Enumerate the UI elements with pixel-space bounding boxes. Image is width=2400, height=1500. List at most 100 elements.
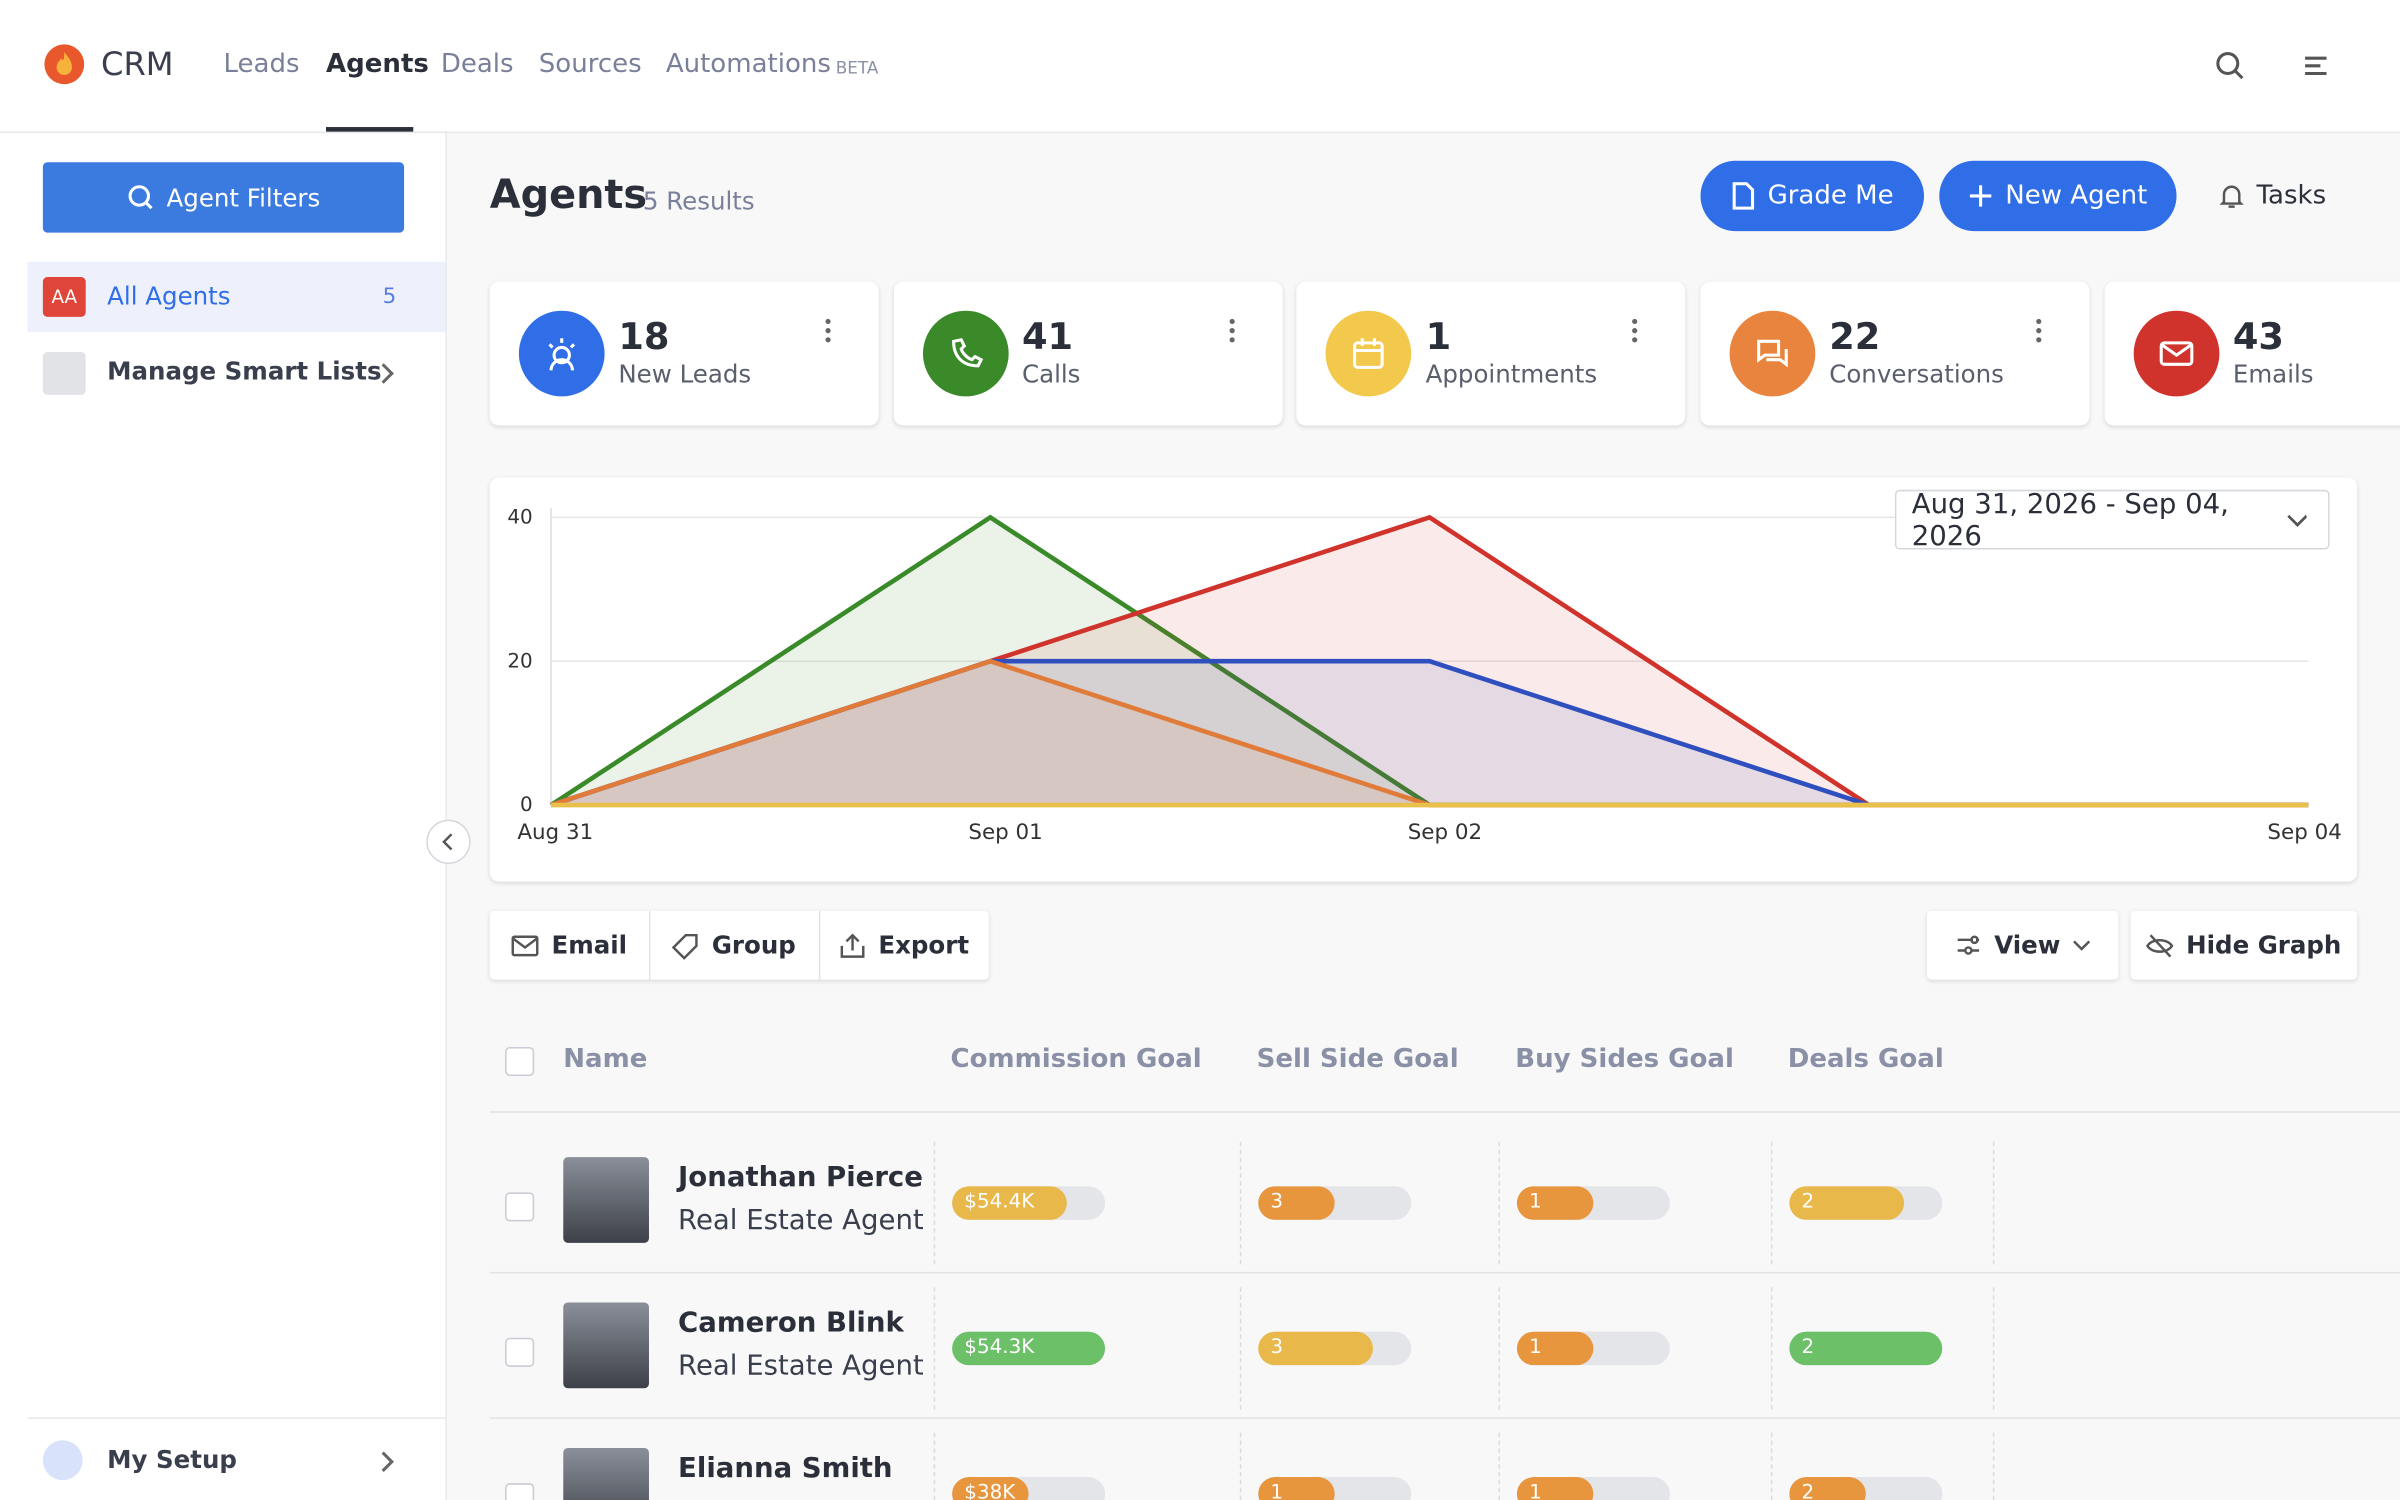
row-checkbox[interactable] [505,1192,535,1222]
stat-icon [1729,310,1816,397]
row-checkbox[interactable] [505,1337,535,1367]
collapse-button[interactable] [426,819,472,865]
toolbar-button[interactable]: Group [649,911,819,980]
chevron [2287,514,2307,527]
stat-value: 1 [1425,315,1452,359]
icon [512,934,539,956]
chart: 0 20 40 Aug 31 Sep 01 Sep 02 Sep 04 [507,505,2341,845]
cell-separator [1239,1141,1242,1265]
row-divider [489,1271,2400,1274]
area-fill [551,517,2309,806]
setup-icon [42,1440,83,1481]
more-menu[interactable] [825,318,831,352]
nav-link[interactable]: Deals [440,48,514,80]
label: View [1994,930,2061,960]
progress-label: 1 [1529,1190,1542,1214]
progress-label: $38K [964,1481,1016,1500]
progress-track: 1 [1516,1186,1670,1220]
logo [44,44,85,85]
toolbar-button[interactable]: Email [490,911,649,980]
progress-bar [1258,1477,1335,1500]
nav-link[interactable]: Agents [326,48,429,80]
progress-track: $54.3K [952,1331,1106,1366]
agent-name[interactable]: Cameron Blink [678,1307,904,1340]
cell-separator [933,1141,936,1265]
agent-filters-button[interactable]: Agent Filters [42,162,405,233]
cell-separator [1498,1141,1500,1265]
list-label[interactable]: Manage Smart Lists [107,356,382,386]
more-menu[interactable] [1632,318,1638,352]
tasks-button[interactable]: Tasks [2204,161,2342,231]
list-label[interactable]: All Agents [107,281,231,311]
cell-separator [1770,1141,1773,1265]
doc-icon [1732,182,1754,210]
progress-label: 1 [1529,1481,1542,1500]
progress-track: 2 [1789,1477,1943,1500]
more-menu[interactable] [1229,318,1235,352]
divider [27,1417,446,1419]
nav-link[interactable]: Sources [538,48,642,80]
separator [648,910,651,980]
y-tick-label: 40 [507,505,532,528]
x-tick-label: Sep 04 [2267,820,2341,845]
avatar [563,1157,649,1243]
stat-icon [2133,310,2220,397]
progress-track: 1 [1516,1477,1670,1500]
menu-icon[interactable] [2302,54,2330,78]
icon [672,933,698,959]
more-menu[interactable] [2036,318,2042,352]
progress-bar [1789,1477,1866,1500]
date-range-select[interactable]: Aug 31, 2026 - Sep 04, 2026 [1894,487,2330,552]
stat-value: 22 [1829,315,1881,359]
dots [2036,318,2042,343]
column-header: Buy Sides Goal [1515,1043,1734,1075]
stat-value: 43 [2232,315,2284,359]
progress-label: $54.3K [964,1336,1035,1360]
cell-separator [1770,1432,1773,1500]
progress-bar [1789,1186,1905,1220]
bell-icon [2219,185,2245,208]
grade-me-button[interactable]: Grade Me [1700,160,1924,232]
y-tick-label: 20 [507,649,532,672]
new-agent-button[interactable]: New Agent [1939,160,2177,232]
separator [818,910,821,980]
cell-separator [933,1432,936,1500]
button-frame [2130,910,2358,980]
column-header: Deals Goal [1787,1043,1944,1075]
nav-link[interactable]: Automations [665,48,831,80]
column-header: Name [563,1043,648,1075]
progress-label: 1 [1270,1481,1284,1500]
icon [1353,338,1385,369]
results-count: 5 Results [642,186,755,216]
all-agents-row[interactable] [27,261,446,333]
toolbar-button[interactable]: Hide Graph [2131,911,2358,980]
stat-value: 18 [618,315,670,359]
progress-track: 3 [1258,1331,1412,1366]
progress-bar [1516,1331,1594,1366]
beta-badge: BETA [835,58,879,79]
icon [1757,339,1788,368]
setup-label[interactable]: My Setup [107,1444,237,1474]
select-all-checkbox[interactable] [505,1046,535,1077]
progress-label: 3 [1270,1190,1284,1214]
toolbar-button[interactable]: View [1927,911,2118,980]
stat-label: Calls [1021,359,1081,389]
cell-separator [1992,1287,1995,1410]
progress-label: 2 [1801,1336,1815,1360]
toolbar-button[interactable]: Export [819,911,989,980]
search-icon[interactable] [2215,51,2246,82]
cell-separator [1498,1287,1500,1410]
row-checkbox[interactable] [505,1483,535,1500]
date-range: Aug 31, 2026 - Sep 04, 2026 [1911,487,2229,552]
chevron [381,363,395,384]
chevron [381,1451,395,1473]
progress-track: 2 [1789,1331,1943,1366]
nav-link[interactable]: Leads [223,48,300,80]
stat-value: 41 [1021,315,1074,359]
progress-bar [1258,1186,1335,1220]
progress-bar [1516,1186,1594,1220]
label: Email [551,930,628,960]
agent-name[interactable]: Elianna Smith [678,1452,893,1485]
agent-name[interactable]: Jonathan Pierce [678,1161,923,1194]
